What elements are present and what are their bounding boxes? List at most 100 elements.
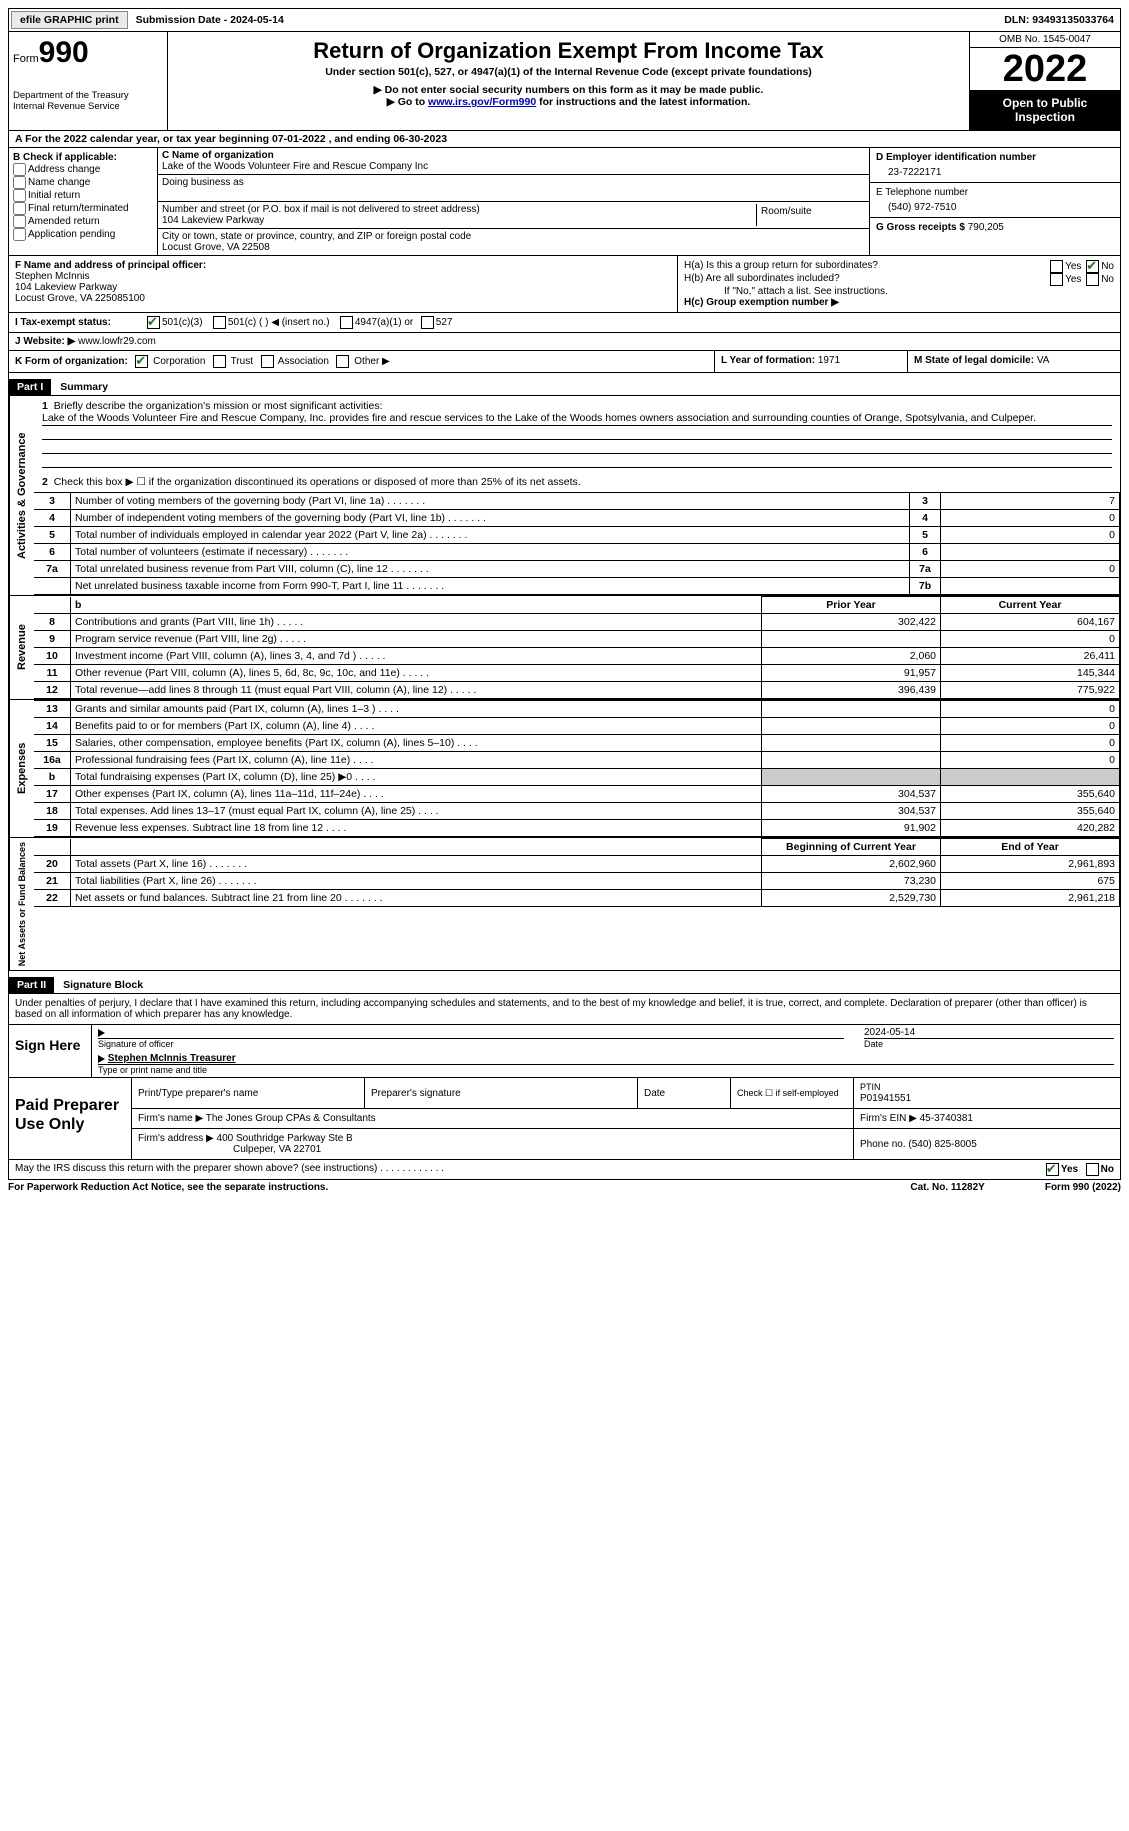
- row-f-h: F Name and address of principal officer:…: [8, 256, 1121, 313]
- form-ref: Form 990 (2022): [1045, 1182, 1121, 1193]
- type-name-label: Type or print name and title: [98, 1064, 1114, 1075]
- side-netassets: Net Assets or Fund Balances: [9, 838, 34, 970]
- discuss-yes[interactable]: [1046, 1163, 1059, 1176]
- perjury-declaration: Under penalties of perjury, I declare th…: [9, 994, 1120, 1024]
- mission-label: Briefly describe the organization's miss…: [54, 400, 383, 412]
- chk-assoc[interactable]: [261, 355, 274, 368]
- part1-expenses: Expenses 13Grants and similar amounts pa…: [8, 700, 1121, 838]
- form-subtitle: Under section 501(c), 527, or 4947(a)(1)…: [172, 66, 965, 78]
- table-governance: 3Number of voting members of the governi…: [34, 492, 1120, 595]
- dln: DLN: 93493135033764: [1004, 14, 1120, 26]
- phone-value: (540) 972-7510: [876, 198, 1114, 213]
- side-revenue: Revenue: [9, 596, 34, 699]
- line2-text: Check this box ▶ ☐ if the organization d…: [54, 476, 581, 488]
- col-b-checkboxes: B Check if applicable: Address change Na…: [9, 148, 158, 255]
- state-domicile: VA: [1037, 355, 1050, 366]
- part2-title: Signature Block: [57, 979, 143, 991]
- ein-value: 23-7222171: [876, 163, 1114, 178]
- chk-527[interactable]: [421, 316, 434, 329]
- row-j-website: J Website: ▶ www.lowfr29.com: [8, 333, 1121, 351]
- row-k-org-form: K Form of organization: Corporation Trus…: [8, 351, 1121, 373]
- year-formation: 1971: [818, 355, 840, 366]
- phone-label: E Telephone number: [876, 187, 968, 198]
- firm-addr: 400 Southridge Parkway Ste B: [217, 1133, 353, 1144]
- website-value: www.lowfr29.com: [78, 336, 156, 347]
- addr-value: 104 Lakeview Parkway: [162, 215, 756, 226]
- gross-label: G Gross receipts $: [876, 222, 968, 233]
- officer-addr1: 104 Lakeview Parkway: [15, 282, 117, 293]
- org-name: Lake of the Woods Volunteer Fire and Res…: [162, 161, 865, 172]
- part1-governance: Activities & Governance 1 Briefly descri…: [8, 396, 1121, 596]
- firm-name: The Jones Group CPAs & Consultants: [206, 1113, 376, 1124]
- firm-city: Culpeper, VA 22701: [138, 1144, 321, 1155]
- dba-label: Doing business as: [162, 177, 244, 188]
- city-label: City or town, state or province, country…: [162, 231, 865, 242]
- omb-number: OMB No. 1545-0047: [970, 32, 1120, 48]
- row-i-tax-status: I Tax-exempt status: 501(c)(3) 501(c) ( …: [8, 313, 1121, 333]
- officer-name: Stephen McInnis: [15, 271, 90, 282]
- ha-yes[interactable]: [1050, 260, 1063, 273]
- chk-amended-return[interactable]: Amended return: [13, 215, 153, 228]
- irs-link[interactable]: www.irs.gov/Form990: [428, 96, 536, 108]
- form-title: Return of Organization Exempt From Incom…: [172, 38, 965, 64]
- discuss-no[interactable]: [1086, 1163, 1099, 1176]
- ein-label: D Employer identification number: [876, 152, 1036, 163]
- chk-trust[interactable]: [213, 355, 226, 368]
- part1-netassets: Net Assets or Fund Balances Beginning of…: [8, 838, 1121, 971]
- dept-label: Department of the Treasury Internal Reve…: [13, 90, 163, 112]
- chk-501c3[interactable]: [147, 316, 160, 329]
- tax-year: 2022: [970, 48, 1120, 90]
- gross-value: 790,205: [968, 222, 1004, 233]
- block-bcd: B Check if applicable: Address change Na…: [8, 148, 1121, 256]
- col-d-ids: D Employer identification number 23-7222…: [869, 148, 1120, 255]
- table-revenue: bPrior YearCurrent Year8Contributions an…: [34, 596, 1120, 699]
- col-c-org-info: C Name of organization Lake of the Woods…: [158, 148, 869, 255]
- chk-name-change[interactable]: Name change: [13, 176, 153, 189]
- org-name-label: C Name of organization: [162, 150, 865, 161]
- pt-sig-label: Preparer's signature: [365, 1078, 638, 1109]
- part1-title: Summary: [54, 381, 108, 393]
- hb-no[interactable]: [1086, 273, 1099, 286]
- addr-label: Number and street (or P.O. box if mail i…: [162, 204, 756, 215]
- chk-initial-return[interactable]: Initial return: [13, 189, 153, 202]
- ha-no[interactable]: [1086, 260, 1099, 273]
- hb-yes[interactable]: [1050, 273, 1063, 286]
- chk-other[interactable]: [336, 355, 349, 368]
- submission-label: Submission Date - 2024-05-14: [130, 14, 290, 26]
- side-governance: Activities & Governance: [9, 396, 34, 595]
- firm-phone: (540) 825-8005: [908, 1139, 976, 1150]
- chk-application-pending[interactable]: Application pending: [13, 228, 153, 241]
- sig-date-value: 2024-05-14: [864, 1027, 1114, 1038]
- pt-name-label: Print/Type preparer's name: [132, 1078, 365, 1109]
- hc-label: H(c) Group exemption number ▶: [684, 297, 1114, 308]
- chk-address-change[interactable]: Address change: [13, 163, 153, 176]
- chk-4947[interactable]: [340, 316, 353, 329]
- table-expenses: 13Grants and similar amounts paid (Part …: [34, 700, 1120, 837]
- note-ssn: ▶ Do not enter social security numbers o…: [172, 84, 965, 96]
- ha-label: H(a) Is this a group return for subordin…: [684, 260, 1048, 273]
- sig-officer-label: Signature of officer: [98, 1038, 844, 1049]
- hb-label: H(b) Are all subordinates included?: [684, 273, 1048, 286]
- chk-501c[interactable]: [213, 316, 226, 329]
- table-netassets: Beginning of Current YearEnd of Year20To…: [34, 838, 1120, 907]
- paperwork-notice: For Paperwork Reduction Act Notice, see …: [8, 1182, 328, 1193]
- pt-self-employed: Check ☐ if self-employed: [731, 1078, 854, 1109]
- part2-header: Part II: [9, 977, 54, 993]
- discuss-label: May the IRS discuss this return with the…: [15, 1163, 1044, 1176]
- open-inspection: Open to Public Inspection: [970, 90, 1120, 130]
- row-a-tax-year: A For the 2022 calendar year, or tax yea…: [8, 131, 1121, 148]
- form-number: Form990: [13, 36, 163, 70]
- part1-header: Part I: [9, 379, 51, 395]
- sign-here-label: Sign Here: [9, 1025, 92, 1077]
- paid-preparer-label: Paid Preparer Use Only: [9, 1078, 132, 1159]
- signature-block: Under penalties of perjury, I declare th…: [8, 994, 1121, 1180]
- cat-no: Cat. No. 11282Y: [910, 1182, 984, 1193]
- officer-label: F Name and address of principal officer:: [15, 260, 206, 271]
- chk-final-return[interactable]: Final return/terminated: [13, 202, 153, 215]
- officer-typed-name: Stephen McInnis Treasurer: [108, 1053, 236, 1064]
- chk-corp[interactable]: [135, 355, 148, 368]
- page-footer: For Paperwork Reduction Act Notice, see …: [8, 1180, 1121, 1193]
- efile-print-button[interactable]: efile GRAPHIC print: [11, 11, 128, 29]
- ptin-value: P01941551: [860, 1093, 911, 1104]
- pt-date-label: Date: [638, 1078, 731, 1109]
